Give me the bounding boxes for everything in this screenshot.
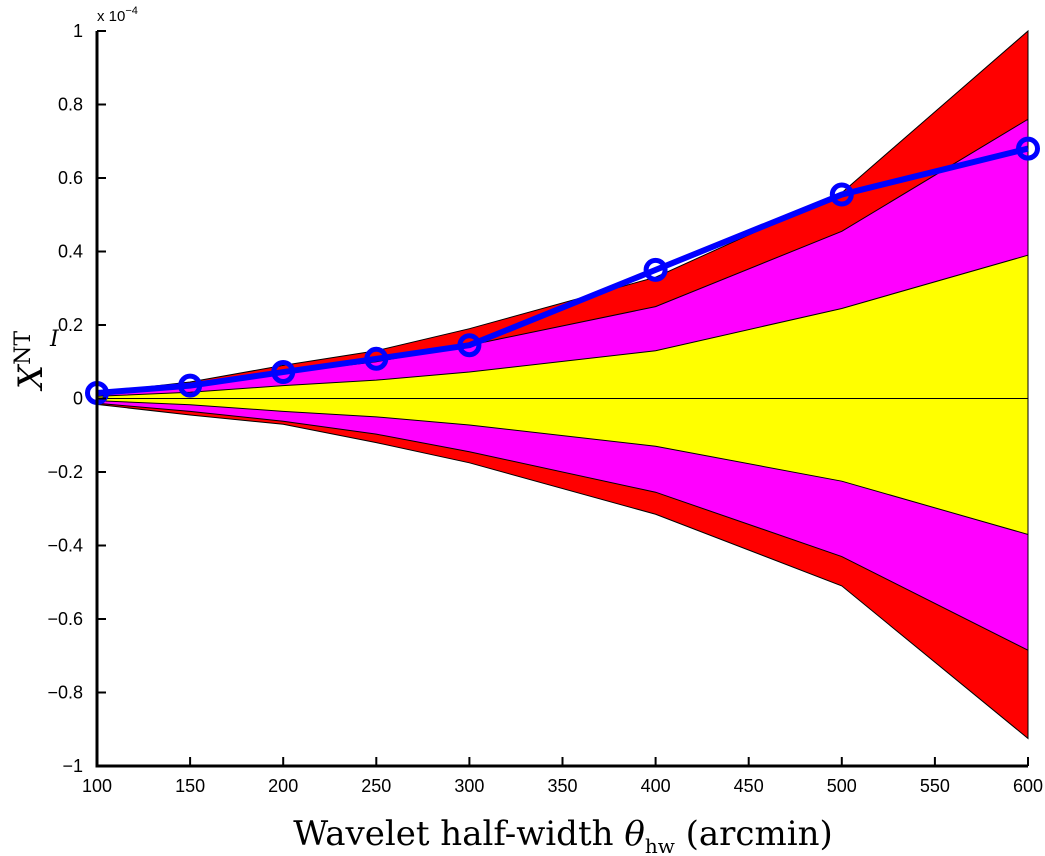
x-tick-label: 350	[547, 776, 577, 796]
data-point	[829, 182, 854, 207]
data-point	[271, 360, 296, 385]
data-point	[1016, 136, 1040, 161]
x-tick-label: 500	[827, 776, 857, 796]
data-point	[643, 257, 668, 282]
y-tick-label: −0.8	[47, 683, 83, 703]
y-axis-multiplier: x 10−4	[97, 5, 138, 25]
x-tick-label: 100	[82, 776, 112, 796]
y-tick-label: 1	[73, 21, 83, 41]
x-axis-label: Wavelet half-width θhw (arcmin)	[293, 814, 832, 856]
series-line-1	[96, 145, 1029, 396]
y-tick-label: −0.2	[47, 462, 83, 482]
x-tick-label: 200	[268, 776, 298, 796]
y-axis-label: XNT I	[11, 327, 60, 392]
data-series	[85, 136, 1040, 405]
y-tick-label: 0	[73, 389, 83, 409]
y-tick-label: 0.8	[58, 95, 83, 115]
y-tick-label: −0.4	[47, 536, 83, 556]
data-point	[457, 333, 482, 358]
x-tick-label: 600	[1013, 776, 1043, 796]
x-tick-label: 450	[734, 776, 764, 796]
x-tick-label: 150	[175, 776, 205, 796]
x-axis-ticks: 100 150 200 250 300 350 400 450 500 550 600	[82, 757, 1043, 796]
y-tick-label: 0.6	[58, 168, 83, 188]
x-tick-label: 550	[920, 776, 950, 796]
band-3	[96, 254, 1029, 536]
data-point	[364, 346, 389, 371]
y-tick-label: 0.4	[58, 242, 83, 262]
x-tick-label: 400	[641, 776, 671, 796]
y-tick-label: −1	[62, 756, 83, 776]
y-tick-label: −0.6	[47, 609, 83, 629]
svg-text:I: I	[49, 327, 60, 352]
confidence-bands	[96, 29, 1029, 740]
svg-text:XNT: XNT	[11, 331, 51, 392]
data-point	[178, 373, 203, 398]
y-tick-label: 0.2	[58, 315, 83, 335]
y-axis-ticks: −1 −0.8 −0.6 −0.4 −0.2 0 0.2 0.4 0.6 0.8 1	[47, 21, 106, 776]
x-tick-label: 300	[454, 776, 484, 796]
x-tick-label: 250	[361, 776, 391, 796]
